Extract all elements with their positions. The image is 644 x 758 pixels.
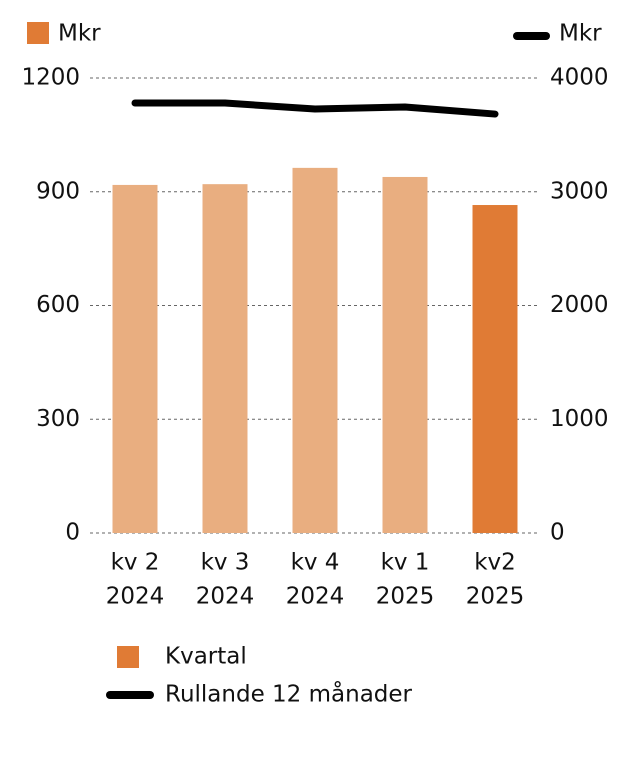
y2-tick-label: 4000 <box>550 65 609 91</box>
legend-swatch <box>117 646 139 668</box>
y-tick-label: 900 <box>36 178 80 204</box>
line <box>131 99 499 118</box>
y2-axis-label: Mkr <box>559 21 602 47</box>
y-axis-label: Mkr <box>58 21 101 47</box>
y2-tick-label: 3000 <box>550 178 609 204</box>
bar <box>382 176 428 533</box>
x-tick-label: kv 4 <box>291 550 340 576</box>
x-tick-label: 2024 <box>106 584 165 610</box>
y2-tick-label: 2000 <box>550 292 609 318</box>
x-tick-label: 2025 <box>466 584 525 610</box>
x-tick-label: kv 1 <box>381 550 430 576</box>
x-tick-label: 2024 <box>286 584 345 610</box>
x-tick-label: kv 2 <box>111 550 160 576</box>
bar <box>472 205 518 534</box>
legend-label: Rullande 12 månader <box>165 680 413 708</box>
y2-tick-label: 0 <box>550 520 565 546</box>
x-tick-label: 2024 <box>196 584 255 610</box>
bar <box>112 184 158 534</box>
bar <box>202 184 248 533</box>
y-tick-label: 0 <box>65 520 80 546</box>
x-tick-label: 2025 <box>376 584 435 610</box>
y-tick-label: 1200 <box>21 65 80 91</box>
bar <box>292 167 338 534</box>
y2-tick-label: 1000 <box>550 406 609 432</box>
y-label-swatch <box>27 22 49 44</box>
x-tick-label: kv 3 <box>201 550 250 576</box>
y-tick-label: 300 <box>36 406 80 432</box>
y-tick-label: 600 <box>36 292 80 318</box>
x-tick-label: kv2 <box>474 550 516 576</box>
legend-label: Kvartal <box>165 644 247 670</box>
